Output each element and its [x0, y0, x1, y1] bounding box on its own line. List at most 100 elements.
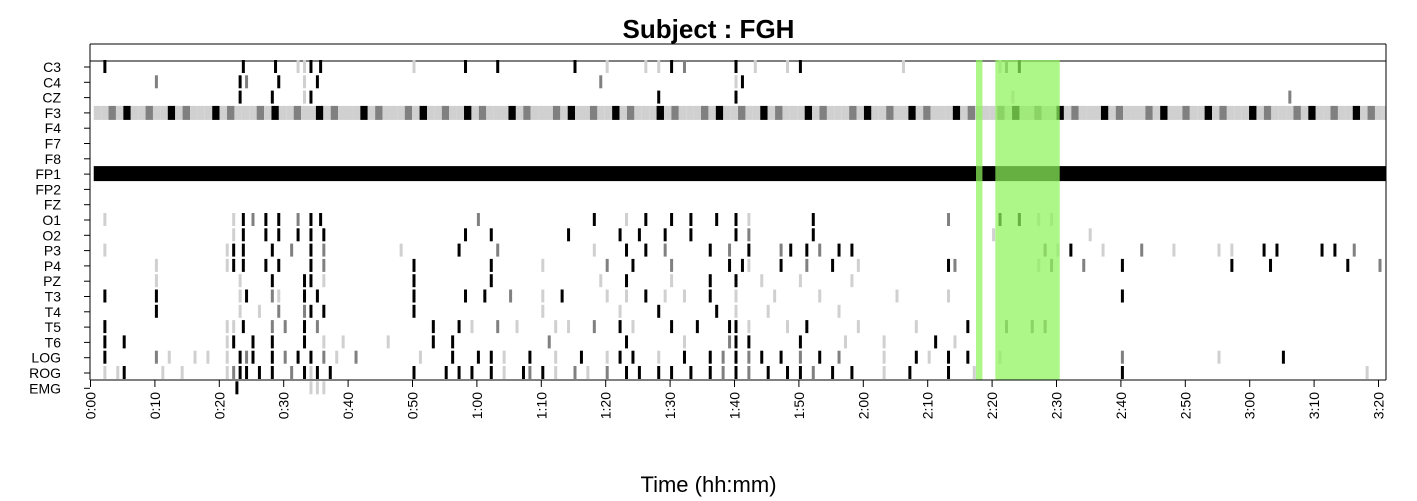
event-mark-rog — [309, 366, 313, 379]
y-tick-label: O1 — [42, 212, 61, 228]
x-tick-label: 2:00 — [855, 392, 871, 419]
event-mark-o1 — [309, 213, 313, 226]
f3-band-segment — [552, 105, 561, 120]
event-mark-t3 — [644, 289, 648, 303]
event-mark-log — [882, 350, 886, 364]
f3-band-segment — [441, 105, 450, 120]
event-mark-t5 — [496, 320, 500, 334]
f3-band-segment — [182, 105, 190, 120]
f3-band-segment — [241, 105, 250, 120]
f3-band-segment — [323, 105, 331, 120]
f3-band-segment — [204, 105, 213, 120]
x-tick-label: 2:40 — [1113, 392, 1129, 419]
f3-band-segment — [256, 105, 265, 120]
event-mark-t4 — [154, 304, 158, 318]
event-mark-p4 — [779, 258, 783, 272]
event-mark-t5 — [554, 320, 558, 334]
event-mark-rog — [270, 366, 274, 379]
event-mark-log — [554, 350, 558, 364]
x-tick-label: 0:40 — [340, 392, 356, 419]
event-mark-c3 — [734, 60, 738, 73]
event-mark-rog — [670, 366, 674, 379]
event-mark-o2 — [1088, 228, 1092, 242]
event-mark-log — [251, 350, 255, 364]
event-mark-rog — [554, 366, 558, 379]
f3-band-segment — [278, 105, 287, 120]
f3-band-segment — [582, 105, 590, 120]
x-tick-label: 0:30 — [276, 392, 292, 419]
event-mark-rog — [470, 366, 474, 379]
f3-band-segment — [389, 105, 398, 120]
highlight-region — [995, 60, 1060, 380]
f3-band-segment — [1249, 105, 1257, 120]
f3-band-segment — [1100, 105, 1109, 120]
event-mark-log — [618, 350, 622, 364]
event-mark-o1 — [670, 213, 674, 226]
event-mark-t6 — [682, 335, 686, 349]
event-mark-rog — [573, 366, 577, 379]
event-mark-c4 — [734, 75, 738, 89]
f3-band-segment — [900, 105, 909, 120]
event-mark-pz — [154, 274, 158, 288]
event-mark-rog — [831, 366, 835, 379]
event-mark-t3 — [560, 289, 564, 303]
event-mark-t5 — [856, 320, 860, 334]
event-mark-log — [335, 350, 339, 364]
event-mark-cz — [238, 90, 242, 104]
f3-band-segment — [108, 105, 116, 120]
event-mark-p4 — [670, 258, 674, 272]
event-mark-c3 — [412, 60, 416, 73]
event-mark-log — [1281, 350, 1285, 364]
f3-band-segment — [589, 105, 598, 120]
event-mark-t6 — [232, 335, 236, 349]
event-mark-p3 — [290, 243, 294, 257]
f3-band-segment — [938, 105, 946, 120]
f3-band-segment — [138, 105, 146, 120]
event-mark-c3 — [753, 60, 757, 73]
event-mark-o2 — [241, 228, 245, 242]
event-mark-o1 — [277, 213, 281, 226]
event-mark-p4 — [747, 258, 751, 272]
event-mark-t4 — [657, 304, 661, 318]
f3-band-segment — [1093, 105, 1101, 120]
event-mark-rog — [747, 366, 751, 379]
event-mark-rog — [972, 366, 976, 379]
event-mark-o1 — [251, 213, 255, 226]
x-tick-label: 1:30 — [662, 392, 678, 419]
event-mark-t3 — [483, 289, 487, 303]
event-mark-c4 — [238, 75, 242, 89]
event-mark-log — [309, 350, 313, 364]
event-mark-t3 — [277, 289, 281, 303]
event-mark-log — [476, 350, 480, 364]
f3-band-segment — [915, 105, 924, 120]
event-mark-p3 — [496, 243, 500, 257]
x-tick-label: 0:10 — [147, 392, 163, 419]
event-mark-p3 — [232, 243, 236, 257]
f3-band-segment — [619, 105, 627, 120]
event-mark-t6 — [798, 335, 802, 349]
event-mark-t6 — [103, 335, 107, 349]
event-mark-log — [779, 350, 783, 364]
event-mark-t3 — [238, 289, 242, 303]
f3-band-segment — [1330, 105, 1338, 120]
f3-band-segment — [1241, 105, 1250, 120]
event-mark-pz — [270, 274, 274, 288]
event-mark-o1 — [689, 213, 693, 226]
f3-band-segment — [271, 105, 279, 120]
event-mark-p3 — [1352, 243, 1356, 257]
event-mark-p4 — [605, 258, 609, 272]
event-mark-p4 — [740, 258, 744, 272]
event-mark-t5 — [670, 320, 674, 334]
f3-band-segment — [486, 105, 494, 120]
event-mark-t3 — [464, 289, 468, 303]
event-mark-p4 — [225, 258, 229, 272]
f3-band-segment — [1167, 105, 1175, 120]
f3-band-segment — [434, 105, 442, 120]
x-tick-label: 1:50 — [791, 392, 807, 419]
event-mark-rog — [786, 366, 790, 379]
event-mark-log — [605, 350, 609, 364]
event-mark-t3 — [154, 289, 158, 303]
f3-band-segment — [989, 105, 998, 120]
event-mark-log — [682, 350, 686, 364]
